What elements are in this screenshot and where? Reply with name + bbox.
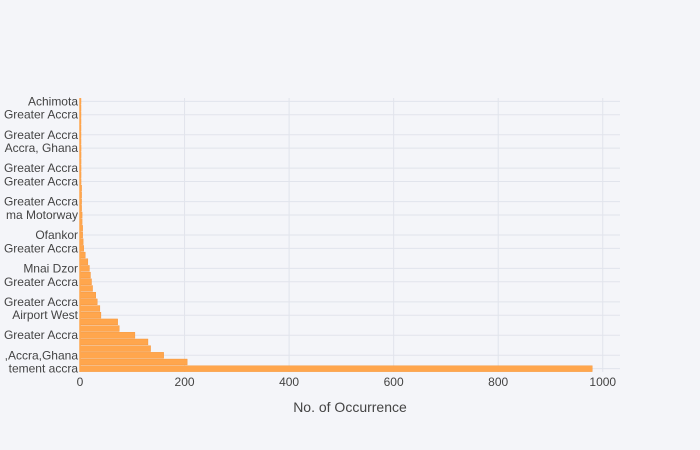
y-tick-label: ma Motorway — [6, 208, 78, 222]
bar — [79, 332, 136, 339]
bar — [79, 271, 91, 279]
y-tick-label: Accra, Ghana — [5, 141, 79, 155]
bar — [79, 298, 98, 305]
bar — [79, 352, 164, 359]
bar — [79, 358, 188, 366]
x-tick-label: 200 — [175, 375, 195, 389]
grid-lines — [79, 98, 620, 372]
bar — [79, 345, 151, 352]
bar — [79, 292, 96, 299]
bar — [79, 338, 149, 346]
bar — [79, 312, 102, 319]
bar — [79, 325, 120, 332]
bar — [79, 305, 101, 312]
y-tick-label: Greater Accra — [4, 328, 78, 342]
y-tick-label: Greater Accra — [4, 195, 78, 209]
bar — [79, 318, 118, 326]
x-tick-label: 1000 — [589, 375, 616, 389]
x-tick-label: 0 — [77, 375, 84, 389]
y-tick-label: Achimota — [28, 94, 78, 108]
y-tick-label: Ofankor — [35, 228, 78, 242]
y-tick-label: Greater Accra — [4, 275, 78, 289]
bar — [79, 278, 92, 285]
y-tick-label: Greater Accra — [4, 241, 78, 255]
y-tick-label: Greater Accra — [4, 175, 78, 189]
bar — [79, 258, 89, 265]
bar — [79, 285, 93, 292]
x-tick-labels: 0 200 400 600 800 1000 — [77, 375, 617, 389]
x-tick-label: 800 — [488, 375, 508, 389]
bar — [79, 365, 593, 372]
x-tick-label: 400 — [279, 375, 299, 389]
y-tick-label: ,Accra,Ghana — [5, 348, 79, 362]
bar — [79, 265, 90, 272]
x-axis-title: No. of Occurrence — [293, 399, 407, 415]
y-tick-label: Greater Accra — [4, 108, 78, 122]
y-tick-label: Greater Accra — [4, 161, 78, 175]
bars — [79, 98, 593, 372]
y-tick-label: tement accra — [9, 362, 79, 376]
y-tick-label: Airport West — [12, 308, 78, 322]
y-tick-label: Greater Accra — [4, 295, 78, 309]
bar — [79, 251, 86, 259]
x-tick-label: 600 — [384, 375, 404, 389]
y-tick-label: Greater Accra — [4, 128, 78, 142]
y-tick-label: Mnai Dzor — [23, 261, 78, 275]
